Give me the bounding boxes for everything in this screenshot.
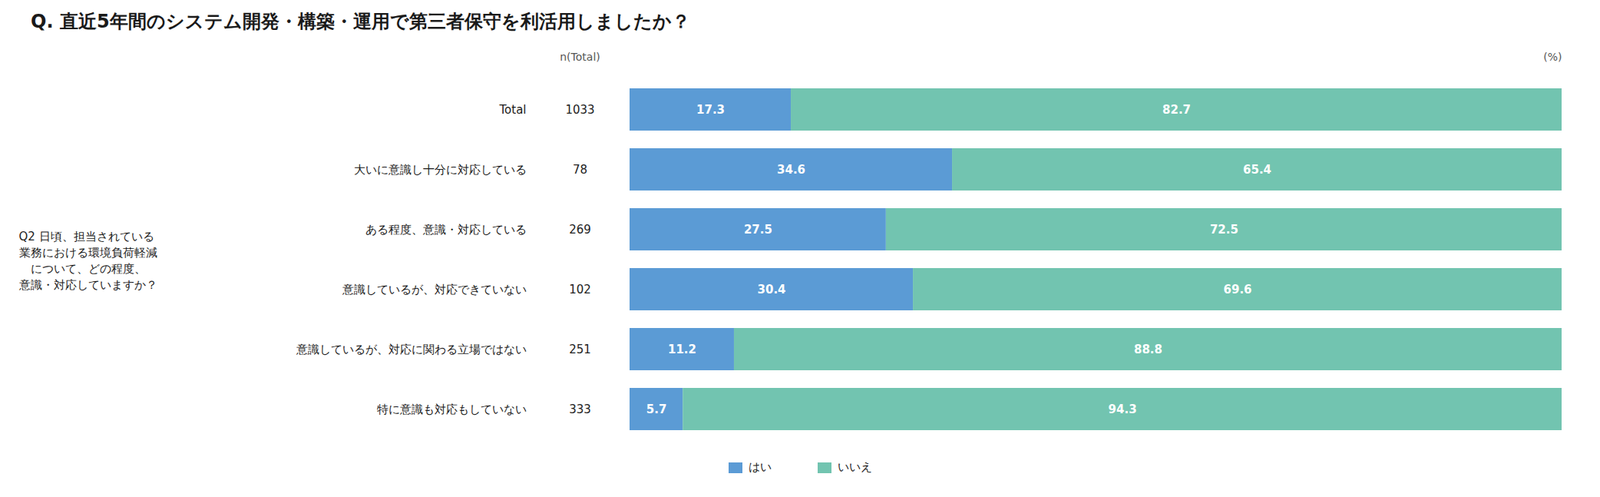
html-text:はい: はい bbox=[748, 459, 772, 474]
svg-text:30.4: 30.4 bbox=[757, 282, 787, 297]
svg-text:94.3: 94.3 bbox=[1108, 402, 1138, 417]
svg-text:特に意識も対応もしていない: 特に意識も対応もしていない bbox=[376, 402, 527, 417]
svg-text:88.8: 88.8 bbox=[1133, 342, 1163, 357]
svg-text:251: 251 bbox=[568, 342, 592, 357]
svg-text:17.3: 17.3 bbox=[696, 102, 725, 117]
svg-text:意識しているが、対応に関わる立場ではない: 意識しているが、対応に関わる立場ではない bbox=[295, 342, 527, 357]
html-text:Q. 直近5年間のシステム開発・構築・運用で第三者保守を利活: Q. 直近5年間のシステム開発・構築・運用で第三者保守を利活用しましたか？ bbox=[30, 10, 690, 33]
svg-text:Total: Total bbox=[498, 102, 526, 117]
svg-text:Q2 日頃、担当されている業務における環境負荷軽減 について: Q2 日頃、担当されている業務における環境負荷軽減 について、どの程度、意識・対… bbox=[18, 229, 158, 292]
svg-text:27.5: 27.5 bbox=[743, 222, 773, 237]
svg-text:72.5: 72.5 bbox=[1209, 222, 1239, 237]
svg-text:5.7: 5.7 bbox=[646, 402, 668, 417]
svg-text:(%): (%) bbox=[1543, 50, 1562, 63]
svg-text:102: 102 bbox=[568, 282, 592, 297]
svg-text:34.6: 34.6 bbox=[776, 162, 806, 177]
svg-text:78: 78 bbox=[572, 162, 588, 177]
svg-text:269: 269 bbox=[568, 222, 592, 237]
svg-text:n(Total): n(Total) bbox=[559, 50, 601, 63]
svg-text:65.4: 65.4 bbox=[1242, 162, 1272, 177]
svg-text:333: 333 bbox=[568, 402, 592, 417]
html-text:いいえ: いいえ bbox=[837, 459, 872, 474]
svg-text:11.2: 11.2 bbox=[667, 342, 697, 357]
svg-text:ある程度、意識・対応している: ある程度、意識・対応している bbox=[365, 222, 527, 237]
svg-text:82.7: 82.7 bbox=[1162, 102, 1191, 117]
svg-text:意識しているが、対応できていない: 意識しているが、対応できていない bbox=[341, 282, 527, 297]
svg-text:大いに意識し十分に対応している: 大いに意識し十分に対応している bbox=[353, 162, 527, 177]
svg-text:69.6: 69.6 bbox=[1223, 282, 1253, 297]
svg-text:1033: 1033 bbox=[565, 102, 595, 117]
